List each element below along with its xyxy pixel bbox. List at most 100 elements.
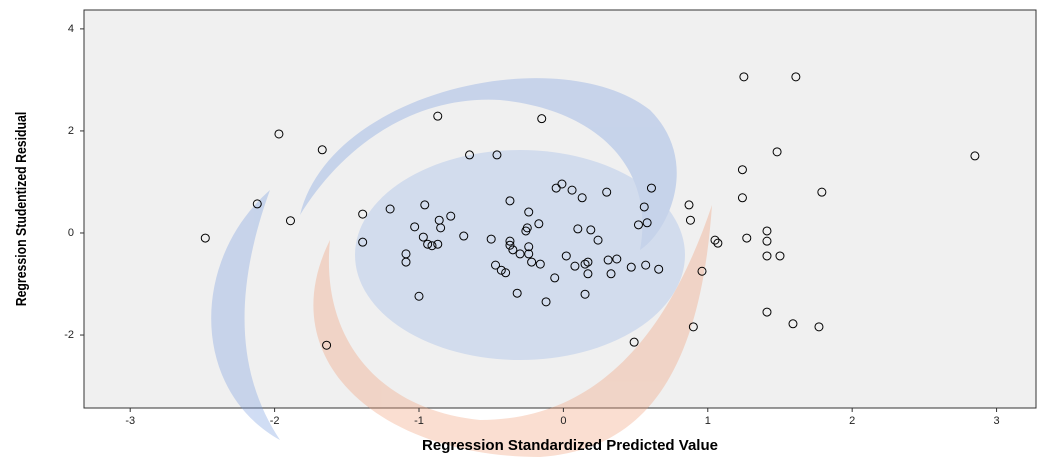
point	[817, 187, 827, 197]
point	[586, 225, 596, 235]
point	[436, 223, 446, 233]
point	[410, 222, 420, 232]
y-tick-label: 4	[68, 23, 74, 35]
point	[593, 235, 603, 245]
point	[583, 269, 593, 279]
point	[423, 239, 433, 249]
point	[737, 193, 747, 203]
point	[401, 257, 411, 267]
point	[541, 297, 551, 307]
point	[580, 289, 590, 299]
point	[491, 260, 501, 270]
point	[580, 259, 590, 269]
x-tick-label: 2	[849, 415, 855, 427]
point	[772, 147, 782, 157]
point	[970, 151, 980, 161]
point	[654, 264, 664, 274]
point	[762, 226, 772, 236]
point	[535, 259, 545, 269]
point	[629, 337, 639, 347]
point	[642, 218, 652, 228]
point	[626, 262, 636, 272]
point	[775, 251, 785, 261]
point	[603, 255, 613, 265]
x-tick-label: -1	[414, 415, 424, 427]
x-tick-label: -3	[125, 415, 135, 427]
point	[713, 238, 723, 248]
x-tick-label: -2	[270, 415, 280, 427]
point	[496, 265, 506, 275]
plot-area	[83, 9, 1037, 409]
watermark-arc	[313, 205, 712, 457]
point	[641, 260, 651, 270]
point	[814, 322, 824, 332]
point	[515, 249, 525, 259]
point	[685, 215, 695, 225]
point	[739, 72, 749, 82]
y-tick-label: 0	[68, 227, 74, 239]
point	[358, 237, 368, 247]
point	[742, 233, 752, 243]
point	[646, 183, 656, 193]
point	[358, 209, 368, 219]
y-axis-title: Regression Studentized Residual	[13, 112, 29, 307]
point	[561, 251, 571, 261]
point	[433, 239, 443, 249]
point	[524, 249, 534, 259]
point	[557, 179, 567, 189]
point	[573, 224, 583, 234]
point	[385, 204, 395, 214]
point	[534, 219, 544, 229]
point	[446, 211, 456, 221]
point	[505, 240, 515, 250]
x-tick-label: 1	[705, 415, 711, 427]
y-tick-label: 2	[68, 125, 74, 137]
point	[602, 187, 612, 197]
point	[459, 231, 469, 241]
point	[512, 288, 522, 298]
x-tick-label: 3	[994, 415, 1000, 427]
point	[788, 319, 798, 329]
point	[527, 257, 537, 267]
watermark-arc	[211, 190, 280, 440]
point	[427, 241, 437, 251]
point	[737, 165, 747, 175]
point	[762, 307, 772, 317]
point	[505, 236, 515, 246]
point	[317, 145, 327, 155]
point	[570, 261, 580, 271]
x-axis-title: Regression Standardized Predicted Value	[422, 437, 718, 454]
point	[567, 185, 577, 195]
point	[688, 322, 698, 332]
point	[791, 72, 801, 82]
point	[524, 207, 534, 217]
point	[285, 216, 295, 226]
point	[414, 291, 424, 301]
x-tick-label: 0	[560, 415, 566, 427]
point	[583, 257, 593, 267]
point	[550, 273, 560, 283]
y-tick-label: -2	[64, 329, 74, 341]
point	[492, 150, 502, 160]
point	[274, 129, 284, 139]
point	[418, 232, 428, 242]
point	[606, 269, 616, 279]
point	[633, 220, 643, 230]
point	[762, 251, 772, 261]
watermark-arc	[300, 78, 677, 250]
point	[433, 111, 443, 121]
point	[505, 196, 515, 206]
point	[684, 200, 694, 210]
point	[486, 234, 496, 244]
point	[465, 150, 475, 160]
point	[252, 199, 262, 209]
watermark-ellipse	[355, 150, 685, 360]
point	[200, 233, 210, 243]
point	[508, 245, 518, 255]
point	[577, 193, 587, 203]
point	[521, 226, 531, 236]
point	[322, 340, 332, 350]
watermark	[211, 78, 712, 457]
